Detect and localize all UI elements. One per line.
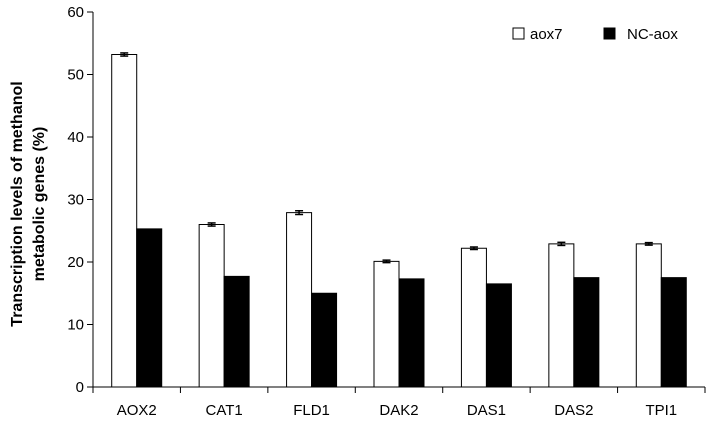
x-category-label: DAS2 — [554, 402, 593, 419]
x-category-label: TPI1 — [645, 402, 677, 419]
bar-aox7 — [548, 243, 575, 388]
error-bars — [120, 52, 653, 264]
bar-aox7 — [198, 224, 225, 388]
bar-nc-aox — [660, 277, 687, 388]
bar-aox7 — [286, 212, 313, 388]
error-bar — [469, 246, 478, 251]
bar-aox7 — [635, 243, 662, 388]
bar-aox7 — [111, 54, 138, 388]
bar-nc-aox — [136, 228, 163, 388]
error-bar — [207, 222, 216, 227]
y-tick-label: 0 — [76, 379, 84, 396]
x-category-label: DAK2 — [379, 402, 418, 419]
error-bar — [120, 52, 129, 57]
bar-nc-aox — [573, 277, 600, 388]
bar-nc-aox — [311, 292, 338, 388]
x-category-label: CAT1 — [206, 402, 243, 419]
bar-nc-aox — [398, 278, 425, 388]
y-tick-label: 10 — [67, 317, 84, 334]
y-tick-label: 40 — [67, 129, 84, 146]
error-bar — [382, 259, 391, 264]
error-bar — [295, 210, 304, 216]
legend-swatch-nc-aox — [603, 27, 616, 40]
x-axis-categories: AOX2 CAT1 FLD1 DAK2 DAS1 DAS2 TPI1 — [92, 387, 706, 419]
x-category-label: FLD1 — [293, 402, 330, 419]
y-tick-label: 30 — [67, 192, 84, 209]
error-bar — [644, 241, 653, 246]
x-category-label: DAS1 — [467, 402, 506, 419]
y-tick-label: 60 — [67, 4, 84, 21]
legend: aox7 NC-aox — [512, 26, 678, 43]
y-tick-label: 20 — [67, 254, 84, 271]
bar-nc-aox — [223, 275, 250, 388]
error-bar — [557, 241, 566, 247]
bar-nc-aox — [485, 283, 512, 388]
bar-aox7 — [460, 247, 487, 388]
legend-swatch-aox7 — [512, 27, 525, 40]
x-category-label: AOX2 — [117, 402, 157, 419]
y-axis-label: Transcription levels of methanol metabol… — [9, 81, 48, 326]
legend-label-aox7: aox7 — [530, 26, 563, 43]
y-axis-ticks: 0 10 20 30 40 50 60 — [67, 4, 93, 396]
bar-aox7 — [373, 260, 400, 388]
bars — [111, 54, 687, 388]
y-axis-label-line2: metabolic genes (%) — [31, 127, 48, 282]
y-tick-label: 50 — [67, 67, 84, 84]
y-axis-label-line1: Transcription levels of methanol — [9, 81, 26, 326]
legend-label-nc-aox: NC-aox — [627, 26, 678, 43]
